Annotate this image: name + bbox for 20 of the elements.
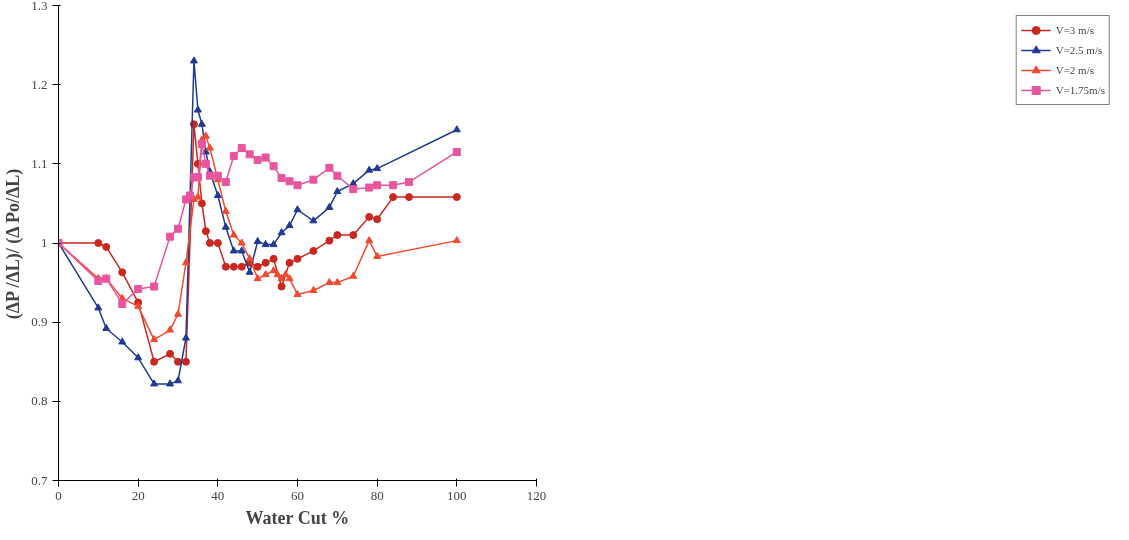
x-tick-label: 100: [447, 487, 467, 503]
legend-label: V=2 m/s: [1055, 64, 1094, 76]
x-tick-label: 120: [526, 487, 547, 503]
y-axis-title: (ΔP /ΔL)/ (Δ Po/ΔL): [3, 168, 25, 320]
x-tick-label: 60: [291, 487, 304, 503]
x-axis-title: Water Cut %: [245, 507, 350, 528]
y-tick-label: 1: [41, 235, 48, 250]
y-tick-label: 1.3: [31, 0, 48, 13]
x-tick-label: 80: [370, 487, 384, 503]
legend-label: V=1.75m/s: [1055, 84, 1105, 96]
legend-label: V=2.5 m/s: [1055, 44, 1103, 56]
x-tick-label: 0: [55, 487, 62, 503]
y-tick-label: 1.1: [31, 155, 48, 171]
x-tick-label: 20: [131, 487, 145, 503]
x-tick-label: 40: [211, 487, 225, 503]
y-tick-label: 0.8: [31, 393, 48, 409]
y-tick-label: 0.7: [31, 472, 48, 488]
legend-label: V=3 m/s: [1055, 24, 1094, 36]
y-tick-label: 0.9: [31, 314, 48, 330]
y-tick-label: 1.2: [31, 76, 48, 92]
